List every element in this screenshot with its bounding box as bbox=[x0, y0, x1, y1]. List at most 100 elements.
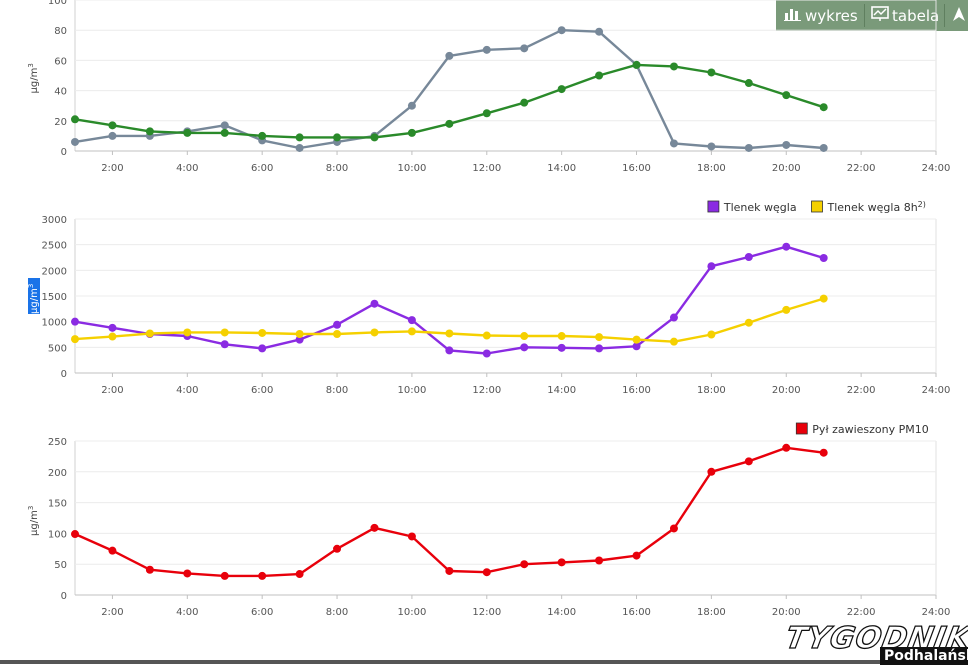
data-point bbox=[782, 305, 791, 314]
x-tick-label: 2:00 bbox=[101, 385, 123, 396]
data-point bbox=[520, 332, 529, 341]
x-tick-label: 16:00 bbox=[622, 385, 651, 396]
data-point bbox=[595, 344, 604, 353]
table-view-label: tabela bbox=[892, 6, 940, 25]
legend-label: Tlenek węgla bbox=[723, 201, 797, 214]
data-point bbox=[108, 131, 117, 140]
data-point bbox=[482, 331, 491, 340]
data-point bbox=[145, 565, 154, 574]
data-point bbox=[295, 335, 304, 344]
bar-chart-icon bbox=[784, 7, 802, 25]
data-point bbox=[707, 142, 716, 151]
y-axis-title: µg/m3 bbox=[27, 284, 40, 314]
data-point bbox=[108, 323, 117, 332]
series-py-zawieszony-pm10 bbox=[71, 443, 828, 580]
x-tick-label: 10:00 bbox=[397, 607, 426, 618]
y-tick-label: 60 bbox=[54, 56, 67, 67]
series-tlenek-w-gla bbox=[71, 242, 828, 358]
data-point bbox=[370, 328, 379, 337]
x-tick-label: 4:00 bbox=[176, 385, 198, 396]
data-point bbox=[595, 27, 604, 36]
data-point bbox=[782, 242, 791, 251]
data-point bbox=[407, 128, 416, 137]
data-point bbox=[744, 457, 753, 466]
data-point bbox=[482, 45, 491, 54]
x-tick-label: 18:00 bbox=[697, 607, 726, 618]
chart-view-label: wykres bbox=[805, 6, 858, 25]
x-tick-label: 20:00 bbox=[772, 385, 801, 396]
data-point bbox=[744, 143, 753, 152]
y-tick-label: 200 bbox=[48, 468, 67, 479]
data-point bbox=[557, 332, 566, 341]
x-tick-label: 24:00 bbox=[922, 607, 951, 618]
table-chart-icon bbox=[871, 5, 889, 26]
x-tick-label: 4:00 bbox=[176, 163, 198, 174]
logo-sub-text: Podhalański bbox=[880, 647, 968, 665]
data-point bbox=[220, 128, 229, 137]
data-point bbox=[520, 98, 529, 107]
data-point bbox=[258, 328, 267, 337]
data-point bbox=[482, 568, 491, 577]
data-point bbox=[707, 467, 716, 476]
data-point bbox=[520, 343, 529, 352]
y-tick-label: 150 bbox=[48, 499, 67, 510]
x-tick-label: 2:00 bbox=[101, 163, 123, 174]
y-tick-label: 250 bbox=[48, 437, 67, 448]
y-axis-title: µg/m3 bbox=[27, 506, 40, 536]
toolbar-divider bbox=[944, 4, 945, 27]
data-point bbox=[183, 569, 192, 578]
data-point bbox=[183, 328, 192, 337]
data-point bbox=[71, 335, 79, 344]
y-tick-label: 20 bbox=[54, 117, 67, 128]
y-tick-label: 100 bbox=[48, 0, 67, 7]
data-point bbox=[819, 294, 828, 303]
data-point bbox=[595, 556, 604, 565]
data-point bbox=[145, 329, 154, 338]
x-tick-label: 8:00 bbox=[326, 385, 348, 396]
data-point bbox=[819, 103, 828, 112]
y-axis-title-selection bbox=[28, 278, 40, 314]
data-point bbox=[557, 26, 566, 35]
data-point bbox=[220, 121, 229, 130]
data-point bbox=[108, 121, 117, 130]
data-point bbox=[258, 571, 267, 580]
x-tick-label: 2:00 bbox=[101, 607, 123, 618]
chart-1: 0 20 40 60 80 100 2:00 4:00 6:00 8:00 10:00 12:00 14… bbox=[27, 0, 950, 174]
series-tlenek-w-gla-8h bbox=[71, 294, 828, 346]
data-point bbox=[295, 143, 304, 152]
data-point bbox=[782, 140, 791, 149]
data-point bbox=[669, 337, 678, 346]
y-tick-label: 40 bbox=[54, 87, 67, 98]
data-point bbox=[632, 551, 641, 560]
data-point bbox=[819, 254, 828, 263]
data-point bbox=[220, 340, 229, 349]
x-tick-label: 22:00 bbox=[847, 607, 876, 618]
x-tick-label: 10:00 bbox=[397, 163, 426, 174]
x-tick-label: 12:00 bbox=[472, 607, 501, 618]
data-point bbox=[819, 143, 828, 152]
chart-view-button[interactable]: wykres bbox=[784, 0, 858, 31]
data-point bbox=[632, 335, 641, 344]
up-arrow-icon bbox=[952, 6, 966, 26]
data-point bbox=[557, 558, 566, 567]
data-point bbox=[295, 133, 304, 142]
table-view-button[interactable]: tabela bbox=[871, 0, 939, 31]
data-point bbox=[445, 51, 454, 60]
data-point bbox=[145, 127, 154, 136]
x-tick-label: 20:00 bbox=[772, 607, 801, 618]
x-tick-label: 24:00 bbox=[922, 385, 951, 396]
data-point bbox=[71, 317, 79, 326]
data-point bbox=[819, 448, 828, 457]
data-point bbox=[258, 344, 267, 353]
y-tick-label: 1500 bbox=[42, 292, 67, 303]
data-point bbox=[669, 62, 678, 71]
x-tick-label: 8:00 bbox=[326, 607, 348, 618]
data-point bbox=[407, 532, 416, 541]
legend-swatch bbox=[707, 200, 720, 213]
x-tick-label: 16:00 bbox=[622, 607, 651, 618]
data-point bbox=[108, 332, 117, 341]
data-point bbox=[333, 329, 342, 338]
more-button[interactable] bbox=[952, 0, 966, 31]
data-point bbox=[707, 330, 716, 339]
